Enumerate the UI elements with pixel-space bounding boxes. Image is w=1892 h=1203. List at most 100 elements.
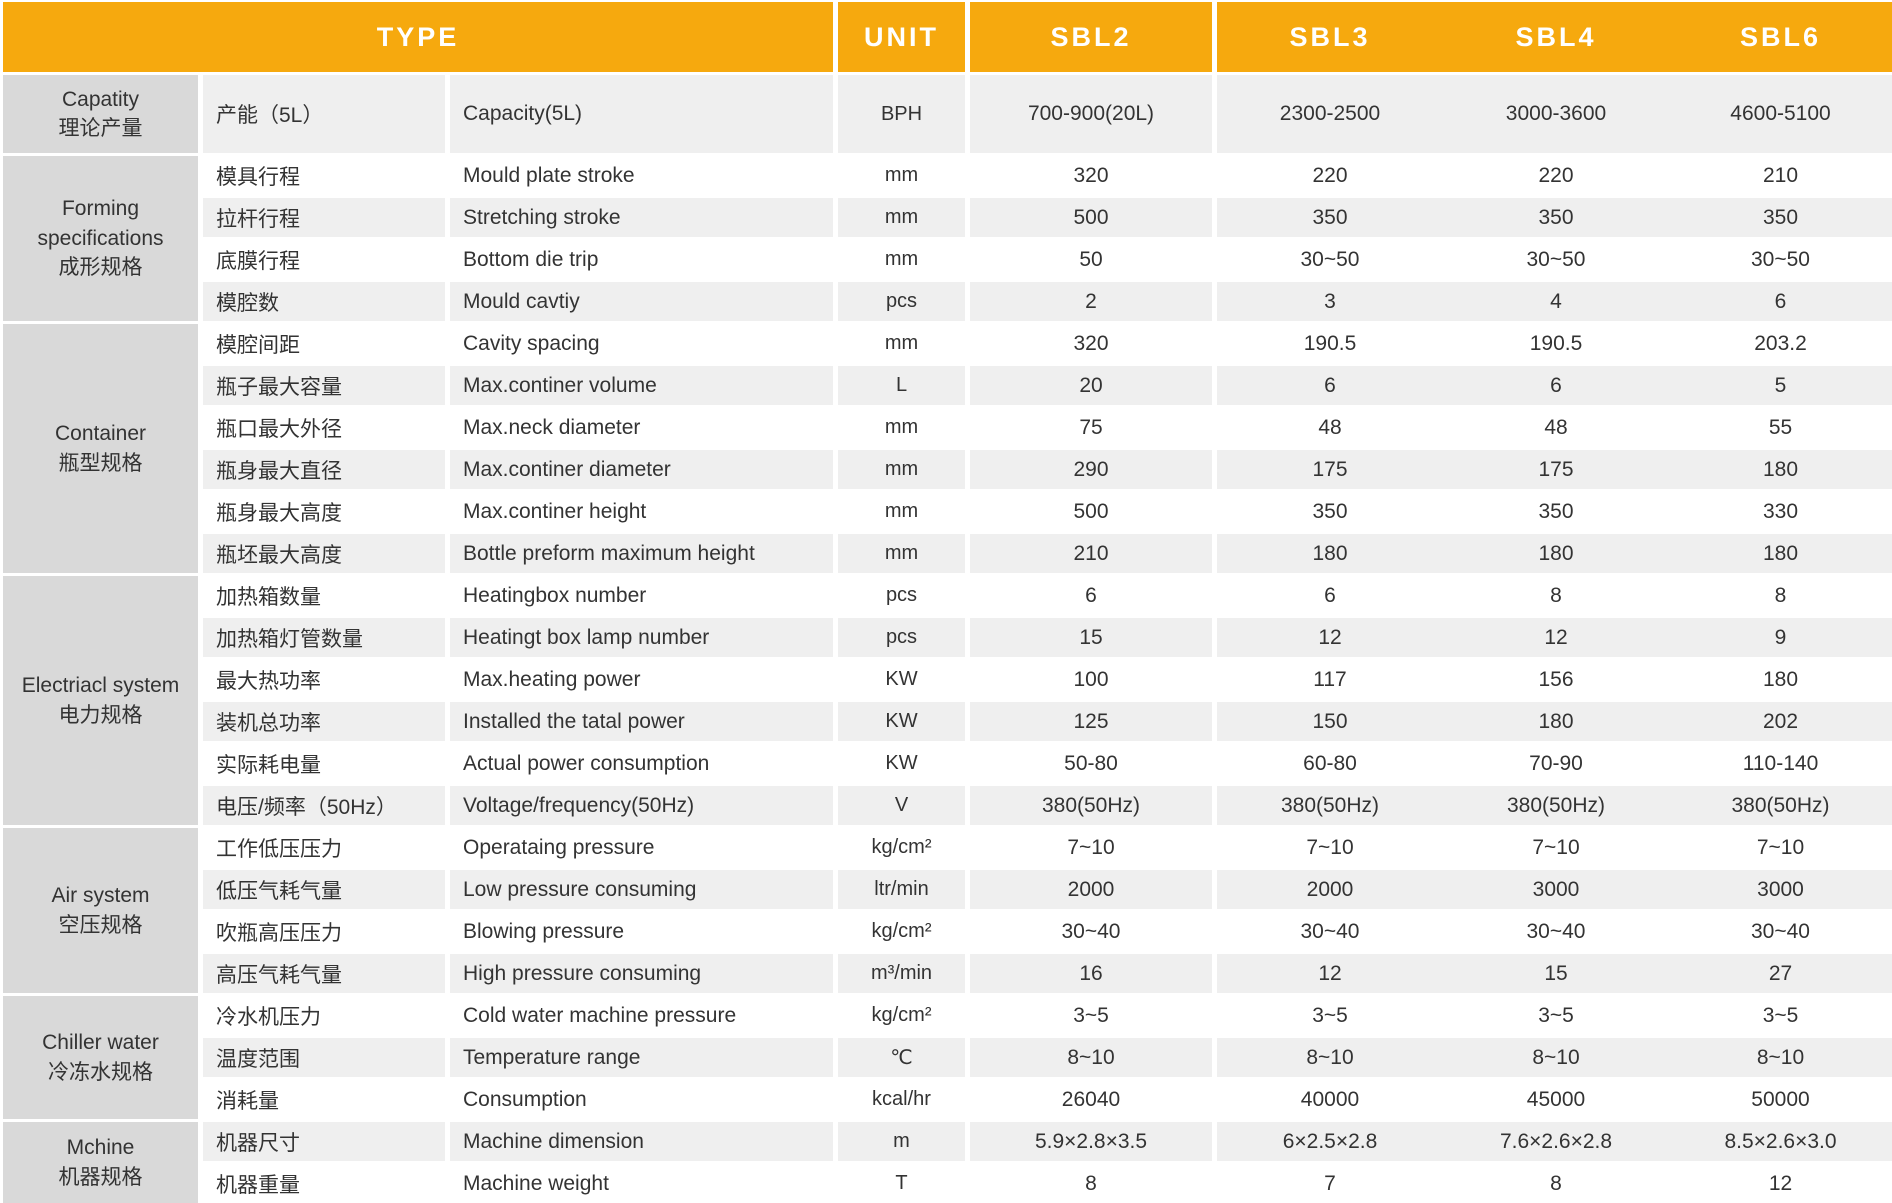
row-label-en: Max.continer volume: [450, 366, 838, 405]
row-value-sbl3: 7: [1217, 1164, 1443, 1203]
row-label-cn: 吹瓶高压压力: [203, 912, 450, 951]
row-unit: ℃: [838, 1038, 970, 1077]
row-value-sbl6: 203.2: [1669, 324, 1892, 363]
row-value-sbl4: 8~10: [1443, 1038, 1669, 1077]
row-unit: KW: [838, 702, 970, 741]
row-value-sbl6: 210: [1669, 156, 1892, 195]
row-value-sbl4: 8: [1443, 1164, 1669, 1203]
row-value-sbl4: 190.5: [1443, 324, 1669, 363]
row-value-sbl4: 4: [1443, 282, 1669, 321]
row-value-sbl2: 3~5: [970, 996, 1217, 1035]
row-value-sbl3: 3~5: [1217, 996, 1443, 1035]
row-label-en: Stretching stroke: [450, 198, 838, 237]
group-name-en: Mchine: [66, 1136, 135, 1160]
row-value-sbl4: 30~50: [1443, 240, 1669, 279]
row-label-cn: 拉杆行程: [203, 198, 450, 237]
row-label-cn: 瓶身最大直径: [203, 450, 450, 489]
row-value-sbl4: 7.6×2.6×2.8: [1443, 1122, 1669, 1161]
row-unit: L: [838, 366, 970, 405]
row-value-sbl3: 350: [1217, 492, 1443, 531]
row-label-cn: 温度范围: [203, 1038, 450, 1077]
row-value-sbl4: 6: [1443, 366, 1669, 405]
header-model-sbl4: SBL4: [1443, 2, 1669, 72]
row-label-cn: 加热箱数量: [203, 576, 450, 615]
row-label-en: Max.heating power: [450, 660, 838, 699]
row-value-sbl4: 70-90: [1443, 744, 1669, 783]
row-label-en: Blowing pressure: [450, 912, 838, 951]
row-unit: mm: [838, 324, 970, 363]
row-value-sbl3: 6: [1217, 576, 1443, 615]
row-unit: KW: [838, 660, 970, 699]
row-value-sbl2: 320: [970, 324, 1217, 363]
row-value-sbl4: 3000-3600: [1443, 75, 1669, 153]
row-label-cn: 装机总功率: [203, 702, 450, 741]
row-value-sbl2: 6: [970, 576, 1217, 615]
row-label-cn: 最大热功率: [203, 660, 450, 699]
row-value-sbl6: 180: [1669, 660, 1892, 699]
group-name-cn: 冷冻水规格: [48, 1060, 153, 1084]
row-unit: kcal/hr: [838, 1080, 970, 1119]
row-value-sbl3: 150: [1217, 702, 1443, 741]
row-value-sbl6: 50000: [1669, 1080, 1892, 1119]
row-unit: kg/cm²: [838, 996, 970, 1035]
row-value-sbl6: 8: [1669, 576, 1892, 615]
row-value-sbl6: 3~5: [1669, 996, 1892, 1035]
header-type: TYPE: [3, 2, 838, 72]
group-name-en: Forming specifications: [37, 197, 164, 250]
group-cell-2: Container 瓶型规格: [3, 324, 203, 573]
row-label-en: Max.neck diameter: [450, 408, 838, 447]
row-value-sbl2: 7~10: [970, 828, 1217, 867]
row-value-sbl4: 175: [1443, 450, 1669, 489]
row-value-sbl3: 30~50: [1217, 240, 1443, 279]
row-value-sbl3: 350: [1217, 198, 1443, 237]
row-value-sbl3: 380(50Hz): [1217, 786, 1443, 825]
row-value-sbl3: 60-80: [1217, 744, 1443, 783]
row-unit: KW: [838, 744, 970, 783]
row-value-sbl2: 16: [970, 954, 1217, 993]
row-unit: pcs: [838, 282, 970, 321]
row-value-sbl4: 12: [1443, 618, 1669, 657]
row-unit: pcs: [838, 618, 970, 657]
row-value-sbl4: 45000: [1443, 1080, 1669, 1119]
row-label-en: Machine weight: [450, 1164, 838, 1203]
row-label-cn: 模腔间距: [203, 324, 450, 363]
row-label-en: Cavity spacing: [450, 324, 838, 363]
row-value-sbl4: 15: [1443, 954, 1669, 993]
row-value-sbl2: 15: [970, 618, 1217, 657]
row-label-en: Heatingbox number: [450, 576, 838, 615]
header-model-sbl6: SBL6: [1669, 2, 1892, 72]
row-value-sbl6: 30~50: [1669, 240, 1892, 279]
row-value-sbl2: 2000: [970, 870, 1217, 909]
row-label-en: Max.continer diameter: [450, 450, 838, 489]
row-label-en: Bottom die trip: [450, 240, 838, 279]
row-value-sbl4: 220: [1443, 156, 1669, 195]
group-name-cn: 空压规格: [58, 913, 143, 937]
row-value-sbl2: 8~10: [970, 1038, 1217, 1077]
row-unit: mm: [838, 450, 970, 489]
row-value-sbl2: 210: [970, 534, 1217, 573]
row-label-en: Low pressure consuming: [450, 870, 838, 909]
row-value-sbl2: 500: [970, 198, 1217, 237]
row-label-cn: 工作低压压力: [203, 828, 450, 867]
row-value-sbl6: 180: [1669, 534, 1892, 573]
row-value-sbl6: 27: [1669, 954, 1892, 993]
row-label-cn: 底膜行程: [203, 240, 450, 279]
group-cell-5: Chiller water 冷冻水规格: [3, 996, 203, 1119]
row-unit: ltr/min: [838, 870, 970, 909]
row-label-en: Machine dimension: [450, 1122, 838, 1161]
row-value-sbl4: 30~40: [1443, 912, 1669, 951]
row-value-sbl3: 12: [1217, 954, 1443, 993]
row-value-sbl3: 2300-2500: [1217, 75, 1443, 153]
group-name-en: Container: [54, 422, 147, 446]
row-value-sbl6: 12: [1669, 1164, 1892, 1203]
row-unit: V: [838, 786, 970, 825]
row-unit: T: [838, 1164, 970, 1203]
row-value-sbl2: 75: [970, 408, 1217, 447]
row-label-cn: 消耗量: [203, 1080, 450, 1119]
header-unit: UNIT: [838, 2, 970, 72]
row-unit: mm: [838, 240, 970, 279]
row-unit: pcs: [838, 576, 970, 615]
row-value-sbl6: 180: [1669, 450, 1892, 489]
row-value-sbl2: 20: [970, 366, 1217, 405]
